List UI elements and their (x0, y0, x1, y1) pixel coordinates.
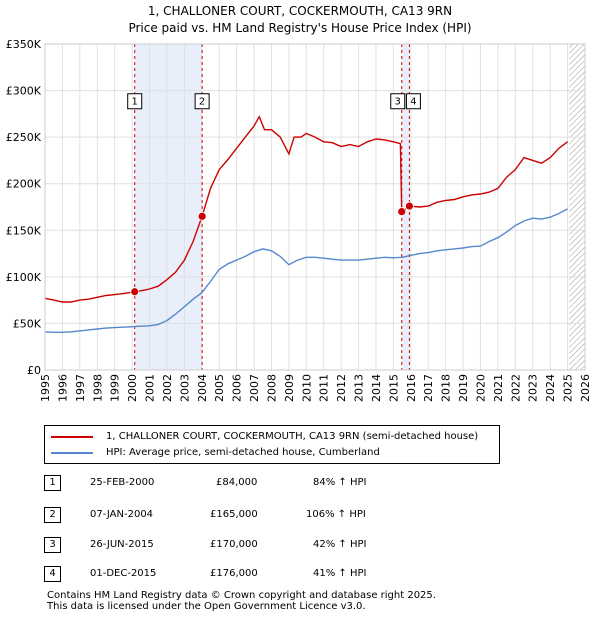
x-tick-label: 2014 (370, 374, 383, 402)
footer: Contains HM Land Registry data © Crown c… (47, 590, 436, 612)
x-tick-label: 2009 (283, 374, 296, 402)
x-tick-label: 2023 (527, 374, 540, 402)
sale-marker-box (390, 93, 406, 110)
x-tick-label: 2010 (300, 374, 313, 402)
x-tick-label: 2005 (213, 374, 226, 402)
shaded-range (134, 44, 203, 370)
chart-title-line2: Price paid vs. HM Land Registry's House … (128, 21, 472, 35)
x-tick-label: 1995 (39, 374, 52, 402)
sale-point (197, 211, 207, 221)
x-tick-label: 2001 (144, 374, 157, 402)
x-tick-label: 2007 (248, 374, 261, 402)
y-tick-label: £0 (27, 364, 41, 377)
transaction-price: £176,000 (210, 568, 258, 579)
x-tick-label: 1999 (109, 374, 122, 402)
x-tick-label: 2022 (509, 374, 522, 402)
x-tick-label: 2024 (544, 374, 557, 402)
transaction-number: 1 (44, 475, 61, 491)
footer-line2: This data is licensed under the Open Gov… (47, 601, 366, 612)
transaction-hpi: 42% ↑ HPI (313, 539, 367, 550)
transaction-date: 26-JUN-2015 (90, 539, 154, 550)
sale-marker-label: 1 (132, 97, 138, 108)
x-tick-label: 1998 (91, 374, 104, 402)
x-tick-label: 2008 (265, 374, 278, 402)
x-tick-label: 2000 (126, 374, 139, 402)
x-tick-label: 2006 (231, 374, 244, 402)
y-tick-label: £100K (6, 271, 42, 284)
transaction-number: 4 (44, 566, 61, 582)
transaction-number: 2 (44, 507, 61, 523)
y-tick-label: £350K (6, 38, 42, 51)
x-tick-label: 2019 (457, 374, 470, 402)
x-tick-label: 2004 (196, 374, 209, 402)
legend-hpi-swatch (51, 452, 93, 454)
x-tick-label: 2015 (387, 374, 400, 402)
sale-marker-label: 2 (199, 97, 205, 108)
x-tick-label: 2003 (178, 374, 191, 402)
transaction-price: £165,000 (210, 509, 258, 520)
transaction-hpi: 41% ↑ HPI (313, 568, 367, 579)
sale-point (405, 201, 414, 211)
transaction-row: 2 07-JAN-2004 £165,000 106% ↑ HPI (0, 507, 600, 523)
x-tick-label: 2020 (474, 374, 487, 402)
forecast-hatch (569, 44, 585, 370)
footer-line1: Contains HM Land Registry data © Crown c… (47, 590, 436, 601)
y-tick-label: £200K (6, 178, 42, 191)
sale-point (397, 207, 407, 217)
transaction-number: 3 (44, 537, 61, 553)
y-tick-label: £300K (6, 85, 42, 98)
transaction-date: 07-JAN-2004 (90, 509, 154, 520)
transaction-price: £170,000 (210, 539, 258, 550)
x-tick-label: 2012 (335, 374, 348, 402)
transaction-row: 1 25-FEB-2000 £84,000 84% ↑ HPI (0, 475, 600, 491)
x-tick-label: 2025 (562, 374, 575, 402)
x-tick-label: 1997 (74, 374, 87, 402)
x-tick-label: 2011 (318, 374, 331, 402)
transaction-date: 01-DEC-2015 (90, 568, 157, 579)
y-tick-label: £150K (6, 224, 42, 237)
sale-marker-label: 4 (410, 97, 416, 108)
legend-property-label: 1, CHALLONER COURT, COCKERMOUTH, CA13 9R… (106, 431, 479, 442)
transaction-row: 3 26-JUN-2015 £170,000 42% ↑ HPI (0, 537, 600, 553)
transaction-hpi: 84% ↑ HPI (313, 477, 367, 488)
hpi-line (44, 208, 568, 333)
x-tick-label: 2021 (492, 374, 505, 402)
x-tick-label: 2017 (422, 374, 435, 402)
y-tick-label: £250K (6, 131, 42, 144)
sale-marker-box (194, 93, 210, 110)
transaction-row: 4 01-DEC-2015 £176,000 41% ↑ HPI (0, 566, 600, 582)
transaction-hpi: 106% ↑ HPI (306, 509, 366, 520)
x-tick-label: 2026 (579, 374, 592, 402)
sale-marker-label: 3 (395, 97, 401, 108)
sale-marker-box (127, 93, 143, 110)
transaction-date: 25-FEB-2000 (90, 477, 155, 488)
legend-property-swatch (51, 436, 93, 438)
x-tick-label: 2013 (353, 374, 366, 402)
chart-legend: 1, CHALLONER COURT, COCKERMOUTH, CA13 9R… (44, 425, 500, 464)
y-tick-label: £50K (13, 317, 42, 330)
x-tick-label: 2016 (405, 374, 418, 402)
x-tick-label: 2002 (161, 374, 174, 402)
x-tick-label: 2018 (440, 374, 453, 402)
transaction-price: £84,000 (216, 477, 258, 488)
legend-hpi-label: HPI: Average price, semi-detached house,… (106, 447, 380, 458)
chart-title-line1: 1, CHALLONER COURT, COCKERMOUTH, CA13 9R… (147, 4, 453, 18)
sale-marker-box (405, 93, 421, 110)
sale-point (130, 287, 140, 297)
x-tick-label: 1996 (56, 374, 69, 402)
